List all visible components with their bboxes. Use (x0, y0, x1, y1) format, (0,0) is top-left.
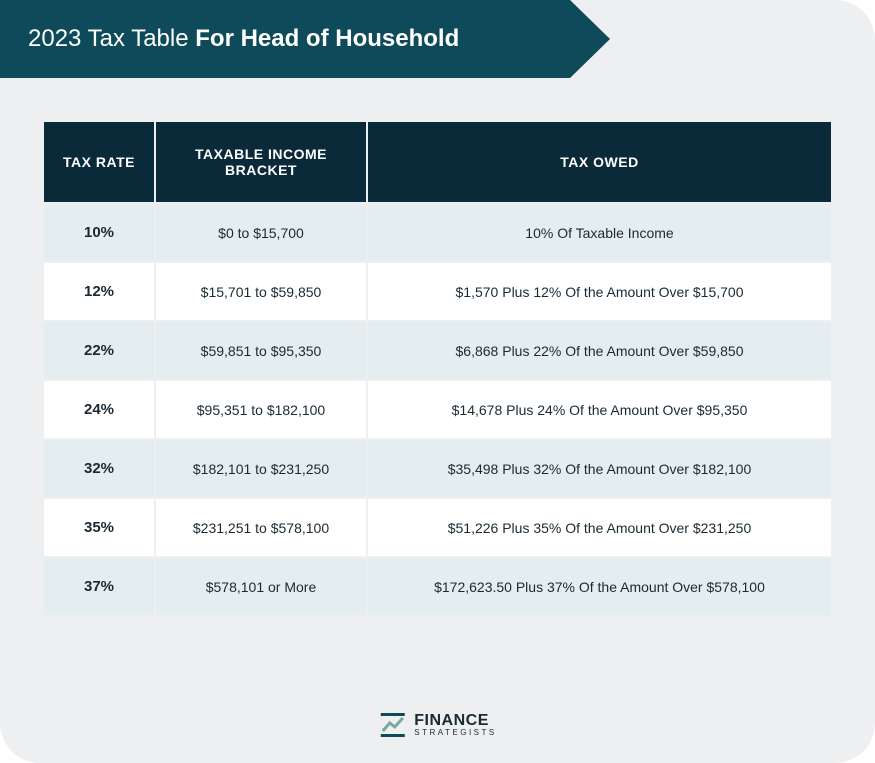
cell-rate: 10% (44, 204, 154, 261)
cell-owed: $35,498 Plus 32% Of the Amount Over $182… (368, 440, 831, 497)
table-row: 32%$182,101 to $231,250$35,498 Plus 32% … (44, 440, 831, 497)
cell-bracket: $15,701 to $59,850 (156, 263, 366, 320)
cell-rate: 32% (44, 440, 154, 497)
table-row: 35%$231,251 to $578,100$51,226 Plus 35% … (44, 499, 831, 556)
col-header-rate: TAX RATE (44, 122, 154, 202)
title-bold: For Head of Household (195, 25, 459, 52)
logo-sub: STRATEGISTS (414, 729, 496, 737)
cell-owed: 10% Of Taxable Income (368, 204, 831, 261)
cell-owed: $6,868 Plus 22% Of the Amount Over $59,8… (368, 322, 831, 379)
cell-bracket: $0 to $15,700 (156, 204, 366, 261)
cell-rate: 22% (44, 322, 154, 379)
col-header-bracket: TAXABLE INCOME BRACKET (156, 122, 366, 202)
cell-rate: 37% (44, 558, 154, 615)
table-row: 10%$0 to $15,70010% Of Taxable Income (44, 204, 831, 261)
cell-rate: 12% (44, 263, 154, 320)
cell-rate: 24% (44, 381, 154, 438)
cell-owed: $51,226 Plus 35% Of the Amount Over $231… (368, 499, 831, 556)
cell-bracket: $578,101 or More (156, 558, 366, 615)
logo-text: FINANCE STRATEGISTS (414, 713, 496, 737)
page-title: 2023 Tax Table For Head of Household (28, 25, 459, 53)
tax-table: TAX RATE TAXABLE INCOME BRACKET TAX OWED… (42, 120, 833, 617)
cell-bracket: $182,101 to $231,250 (156, 440, 366, 497)
table-container: TAX RATE TAXABLE INCOME BRACKET TAX OWED… (0, 78, 875, 617)
table-row: 24%$95,351 to $182,100$14,678 Plus 24% O… (44, 381, 831, 438)
cell-rate: 35% (44, 499, 154, 556)
logo-main: FINANCE (414, 713, 496, 729)
cell-owed: $14,678 Plus 24% Of the Amount Over $95,… (368, 381, 831, 438)
header-banner: 2023 Tax Table For Head of Household (0, 0, 570, 78)
cell-owed: $1,570 Plus 12% Of the Amount Over $15,7… (368, 263, 831, 320)
cell-owed: $172,623.50 Plus 37% Of the Amount Over … (368, 558, 831, 615)
cell-bracket: $95,351 to $182,100 (156, 381, 366, 438)
brand-logo: FINANCE STRATEGISTS (378, 711, 496, 739)
cell-bracket: $59,851 to $95,350 (156, 322, 366, 379)
table-row: 22%$59,851 to $95,350$6,868 Plus 22% Of … (44, 322, 831, 379)
table-row: 37%$578,101 or More$172,623.50 Plus 37% … (44, 558, 831, 615)
logo-icon (378, 711, 406, 739)
tax-card: 2023 Tax Table For Head of Household TAX… (0, 0, 875, 763)
table-header-row: TAX RATE TAXABLE INCOME BRACKET TAX OWED (44, 122, 831, 202)
table-row: 12%$15,701 to $59,850$1,570 Plus 12% Of … (44, 263, 831, 320)
title-regular: 2023 Tax Table (28, 25, 195, 52)
cell-bracket: $231,251 to $578,100 (156, 499, 366, 556)
col-header-owed: TAX OWED (368, 122, 831, 202)
